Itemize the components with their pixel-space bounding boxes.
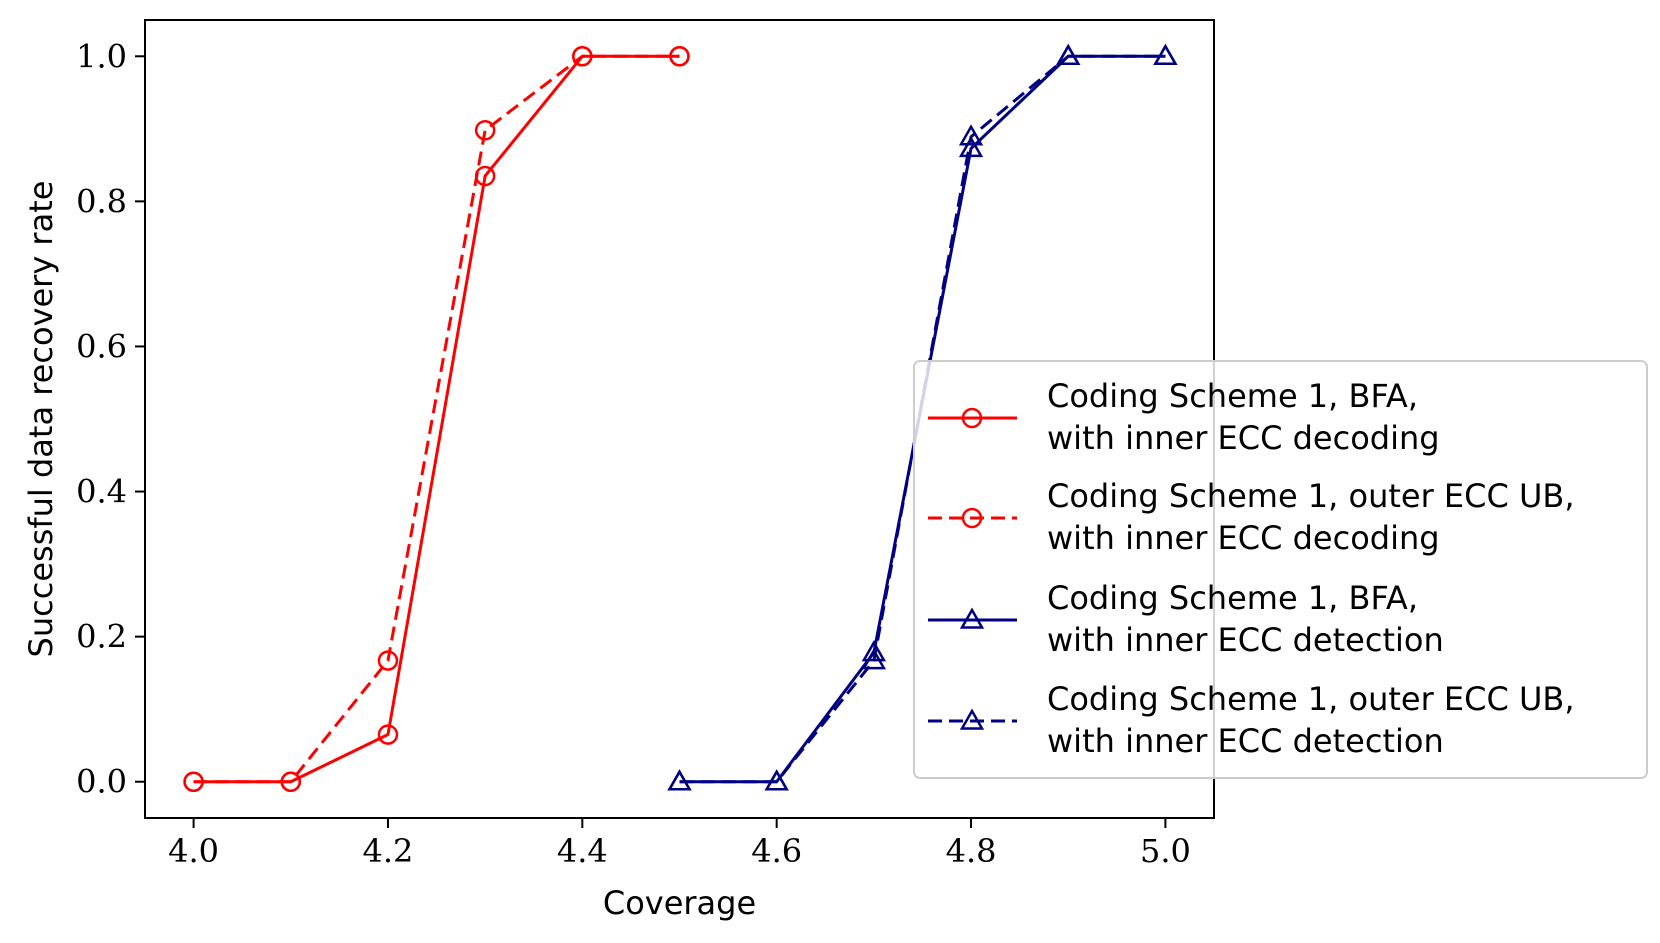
x-tick-label: 4.8	[946, 832, 997, 870]
legend-label: with inner ECC decoding	[1047, 519, 1440, 557]
data-point-triangle	[958, 135, 984, 158]
legend-entry-3: Coding Scheme 1, BFA, with inner ECC dete…	[928, 579, 1444, 659]
y-tick-label: 0.4	[76, 473, 127, 511]
series-line	[679, 54, 1166, 784]
data-point-triangle	[1153, 43, 1178, 66]
series-line	[193, 54, 680, 784]
legend-entry-1: Coding Scheme 1, BFA, with inner ECC deco…	[928, 377, 1440, 457]
y-tick-label: 1.0	[76, 37, 127, 75]
data-point-circle	[669, 46, 690, 67]
data-point-circle	[377, 724, 399, 745]
legend-label: Coding Scheme 1, outer ECC UB,	[1047, 680, 1575, 718]
legend-entry-4: Coding Scheme 1, outer ECC UB, with inner…	[928, 680, 1575, 760]
series-2	[183, 46, 690, 792]
y-axis-label: Successful data recovery rate	[22, 181, 60, 658]
legend-entry-2: Coding Scheme 1, outer ECC UB, with inner…	[928, 477, 1575, 557]
data-point-triangle	[667, 769, 692, 791]
y-tick-label: 0.0	[76, 763, 127, 801]
data-point-circle	[961, 507, 983, 529]
x-tick-label: 4.0	[168, 832, 219, 870]
x-tick-label: 4.2	[363, 832, 414, 870]
data-point-circle	[377, 650, 399, 671]
series-4	[667, 43, 1178, 791]
y-tick-label: 0.2	[76, 618, 127, 656]
x-axis-label: Coverage	[603, 884, 756, 922]
x-tick-label: 4.6	[751, 832, 802, 870]
data-point-triangle	[959, 607, 985, 629]
x-tick-label: 4.4	[557, 832, 608, 870]
legend-label: with inner ECC detection	[1047, 722, 1444, 760]
data-point-triangle	[959, 708, 985, 730]
series-1	[183, 46, 690, 792]
y-axis: 0.0 0.2 0.4 0.6 0.8 1.0	[76, 37, 145, 801]
data-point-circle	[280, 771, 302, 792]
legend-label: Coding Scheme 1, BFA,	[1047, 579, 1418, 617]
legend: Coding Scheme 1, BFA, with inner ECC deco…	[913, 360, 1648, 779]
data-point-triangle	[1056, 43, 1081, 66]
legend-label: with inner ECC decoding	[1047, 419, 1440, 457]
data-point-circle	[961, 407, 983, 429]
y-tick-label: 0.6	[76, 327, 127, 365]
data-point-circle	[474, 120, 496, 141]
x-axis: 4.0 4.2 4.4 4.6 4.8 5.0	[168, 818, 1191, 870]
data-point-circle	[183, 771, 204, 792]
plot-area	[183, 43, 1178, 792]
x-tick-label: 5.0	[1140, 832, 1191, 870]
data-point-triangle	[861, 648, 887, 670]
data-point-circle	[572, 46, 593, 67]
series-line	[193, 54, 680, 784]
data-point-triangle	[764, 769, 789, 791]
legend-label: with inner ECC detection	[1047, 621, 1444, 659]
legend-label: Coding Scheme 1, BFA,	[1047, 377, 1418, 415]
data-point-triangle	[958, 124, 984, 146]
y-tick-label: 0.8	[76, 182, 127, 220]
legend-label: Coding Scheme 1, outer ECC UB,	[1047, 477, 1575, 515]
legend-box	[913, 360, 1648, 779]
